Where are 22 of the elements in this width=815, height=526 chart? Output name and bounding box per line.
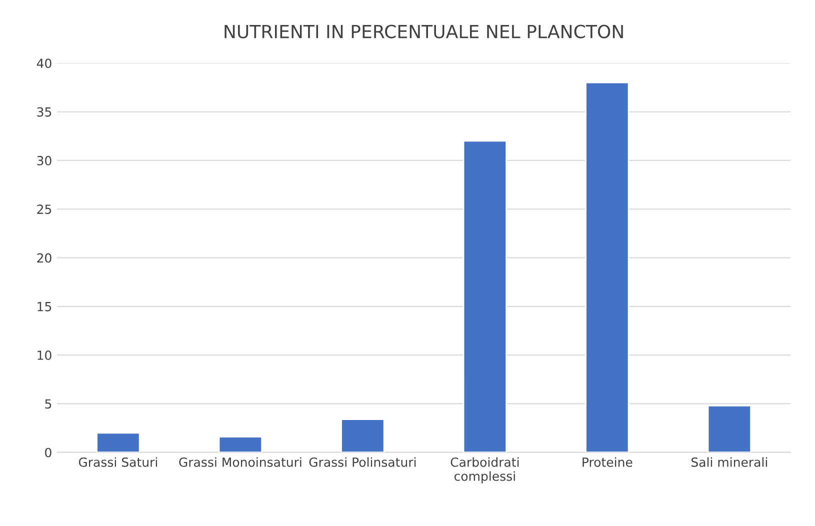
x-tick-label: Grassi Monoinsaturi (179, 457, 302, 467)
y-tick-label: 10 (38, 350, 52, 360)
y-tick-label: 20 (37, 253, 52, 263)
y-tick-label: 15 (38, 302, 52, 312)
x-tick-label: Grassi Polinsaturi (309, 457, 416, 467)
bar (707, 404, 752, 452)
y-tick-label: 25 (37, 204, 52, 214)
bar (585, 82, 630, 452)
x-tick-label: Sali minerali (691, 457, 768, 467)
bar (96, 432, 140, 452)
bar (340, 418, 385, 452)
x-tick-label: Grassi Saturi (78, 457, 157, 467)
x-tick-label: Carboidrati complessi (450, 457, 519, 484)
y-tick-label: 5 (45, 399, 52, 409)
y-tick-label: 30 (37, 156, 52, 166)
x-tick-label: Proteine (582, 457, 632, 467)
y-tick-label: 0 (45, 448, 52, 458)
bar (218, 436, 263, 452)
chart-title: NUTRIENTI IN PERCENTUALE NEL PLANCTON (224, 24, 623, 38)
y-tick-label: 35 (37, 107, 52, 117)
bar (462, 140, 508, 452)
y-tick-label: 40 (36, 58, 52, 68)
